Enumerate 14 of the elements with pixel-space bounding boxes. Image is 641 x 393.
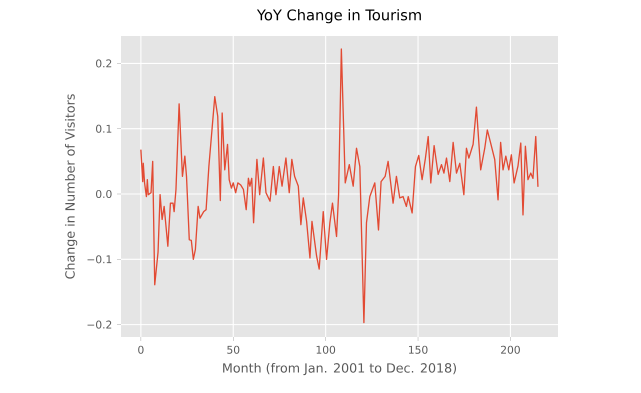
y-tick-label: −0.2 — [88, 320, 112, 329]
y-axis-title: Change in Number of Visitors — [64, 94, 78, 279]
y-tick-label: 0.2 — [96, 59, 112, 68]
y-tick-label: −0.1 — [88, 255, 112, 264]
x-tick-label: 150 — [409, 346, 428, 354]
chart-title: YoY Change in Tourism — [256, 9, 421, 24]
y-tick-label: 0.1 — [96, 124, 112, 133]
x-tick-label: 100 — [316, 346, 336, 354]
y-tick-label: 0.0 — [96, 190, 112, 198]
x-tick-label: 200 — [501, 346, 520, 354]
x-axis-title: Month (from Jan. 2001 to Dec. 2018) — [223, 362, 456, 376]
x-tick-label: 0 — [138, 346, 144, 354]
line-series — [140, 48, 539, 324]
x-tick-label: 50 — [227, 346, 240, 354]
